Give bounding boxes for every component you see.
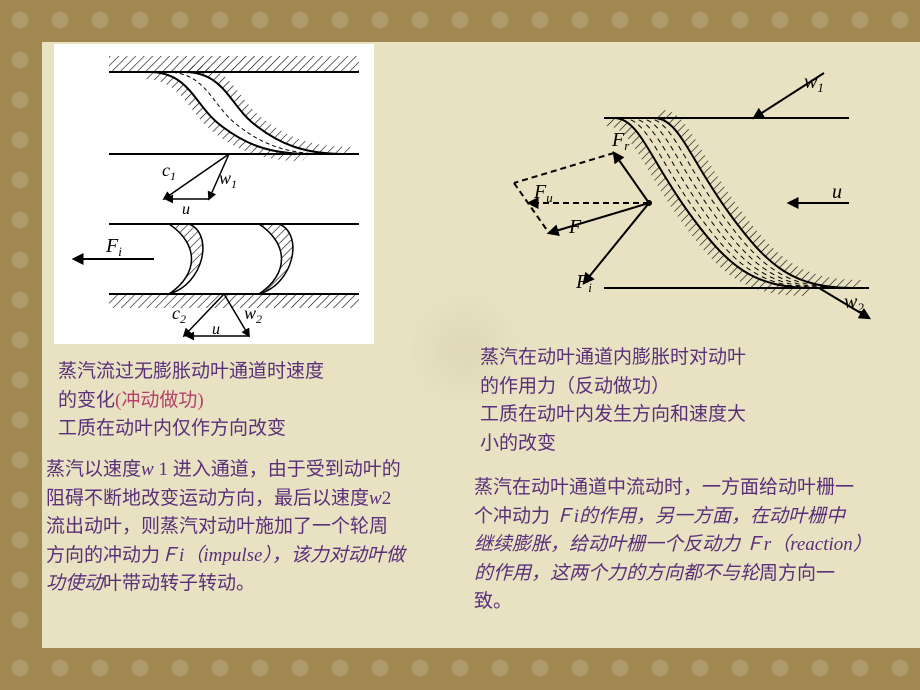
figure-reaction-svg: w1 w2 u Fr (454, 58, 874, 338)
left-p-h: impulse (203, 545, 262, 566)
label-F: F (568, 216, 582, 238)
label-u-lower: u (212, 321, 220, 338)
label-w1-upper: w1 (219, 168, 237, 191)
left-caption-line2b: (冲动做功) (115, 390, 204, 411)
left-caption-line2a: 的变化 (58, 390, 115, 411)
figure-impulse-svg: c1 w1 u Fi c2 (54, 44, 374, 344)
left-caption: 蒸汽流过无膨胀动叶通道时速度 的变化(冲动做功) 工质在动叶内仅作方向改变 (58, 358, 388, 444)
left-caption-line1: 蒸汽流过无膨胀动叶通道时速度 (58, 361, 324, 382)
right-p-b: Ｆi (555, 506, 579, 527)
right-p-f: reaction (790, 534, 853, 555)
decorative-border-left (0, 0, 42, 690)
label-Fu: Fu (533, 181, 553, 205)
left-caption-line3: 工质在动叶内仅作方向改变 (58, 418, 286, 439)
decorative-border-top (0, 0, 920, 42)
left-p-j: 叶带动转子转动。 (103, 573, 255, 594)
left-p-f: Ｆi (160, 545, 184, 566)
right-p-e: （ (771, 534, 790, 555)
left-p-b: w (141, 459, 154, 480)
left-p-a: 蒸汽以速度 (46, 459, 141, 480)
figure-reaction: w1 w2 u Fr (454, 58, 874, 338)
slide-content: c1 w1 u Fi c2 (42, 42, 920, 648)
label-c1: c1 (162, 160, 176, 183)
label-u: u (832, 181, 842, 203)
left-paragraph: 蒸汽以速度w 1 进入通道，由于受到动叶的阻碍不断地改变运动方向，最后以速度w2… (46, 456, 406, 599)
label-Fi: Fi (105, 235, 122, 259)
right-p-d: Ｆr (745, 534, 771, 555)
right-caption: 蒸汽在动叶通道内膨胀时对动叶 的作用力（反动做功） 工质在动叶内发生方向和速度大… (480, 344, 820, 458)
right-paragraph: 蒸汽在动叶通道中流动时，一方面给动叶栅一个冲动力 Ｆi的作用，另一方面，在动叶栅… (474, 474, 864, 617)
right-caption-l4: 小的改变 (480, 433, 556, 454)
label-w2: w2 (844, 291, 864, 315)
decorative-border-bottom (0, 648, 920, 690)
right-caption-l2: 的作用力（反动做功） (480, 376, 670, 397)
right-caption-l3: 工质在动叶内发生方向和速度大 (480, 404, 746, 425)
right-caption-l1: 蒸汽在动叶通道内膨胀时对动叶 (480, 347, 746, 368)
left-p-d: w (369, 488, 382, 509)
label-u-upper: u (182, 201, 190, 218)
left-p-g: （ (184, 545, 203, 566)
figure-impulse: c1 w1 u Fi c2 (54, 44, 374, 344)
